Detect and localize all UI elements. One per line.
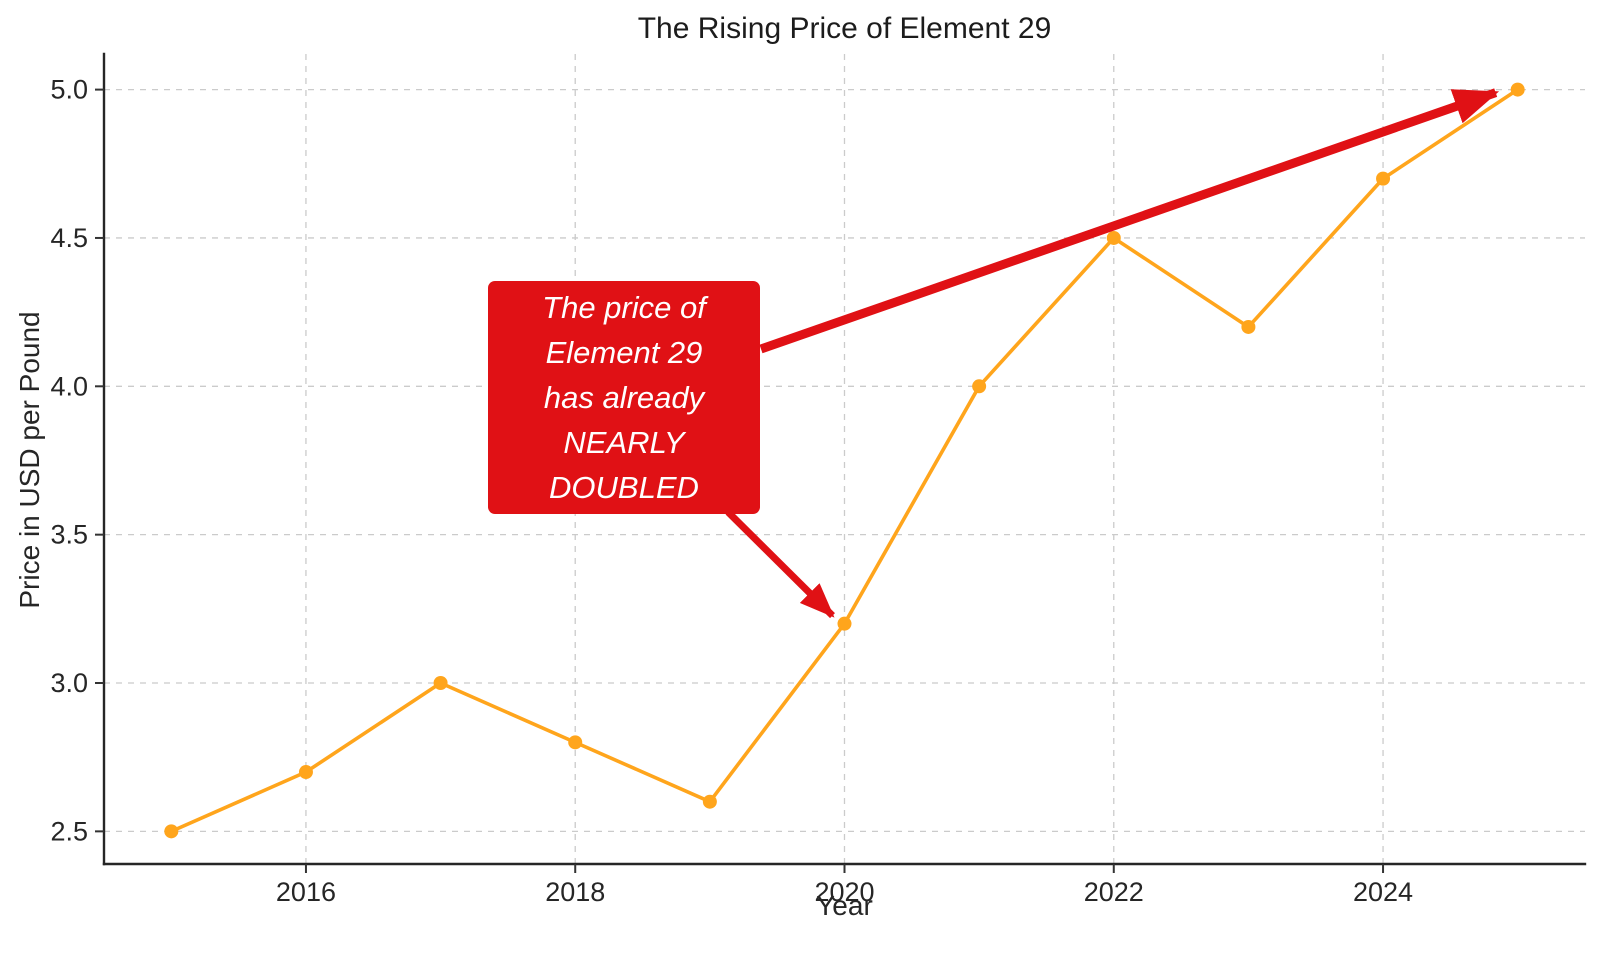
x-tick-label: 2016 [276, 877, 336, 907]
data-point [1106, 230, 1121, 245]
callout-arrow [725, 509, 835, 619]
y-tick-label: 4.5 [50, 223, 88, 253]
x-tick-label: 2020 [814, 877, 874, 907]
data-point [568, 735, 583, 750]
y-tick-label: 5.0 [50, 75, 88, 105]
data-point [1376, 171, 1391, 186]
x-tick-label: 2024 [1353, 877, 1413, 907]
gridlines [104, 54, 1585, 864]
data-point [164, 824, 179, 839]
data-point [298, 765, 313, 780]
data-point [1510, 82, 1525, 97]
chart-title: The Rising Price of Element 29 [637, 12, 1052, 45]
data-point [972, 379, 987, 394]
x-axis-label: Year [816, 890, 873, 921]
tick-labels: 2.5 3.0 3.5 4.0 4.5 5.0 2016 2018 2020 2022 2024 [50, 75, 1413, 907]
annotation-callout: The price of Element 29 has already NEAR… [488, 281, 760, 514]
data-point [702, 794, 717, 809]
data-point-markers [164, 82, 1525, 839]
y-tick-label: 3.5 [50, 520, 88, 550]
y-tick-label: 3.0 [50, 668, 88, 698]
x-tick-label: 2022 [1084, 877, 1144, 907]
axis-ticks [95, 88, 1385, 873]
annotation-arrows [725, 88, 1500, 619]
x-tick-label: 2018 [545, 877, 605, 907]
y-tick-label: 2.5 [50, 816, 88, 846]
trend-arrow [759, 88, 1500, 354]
data-point [837, 616, 852, 631]
y-tick-label: 4.0 [50, 371, 88, 401]
data-point [433, 676, 448, 691]
data-point [1241, 319, 1256, 334]
